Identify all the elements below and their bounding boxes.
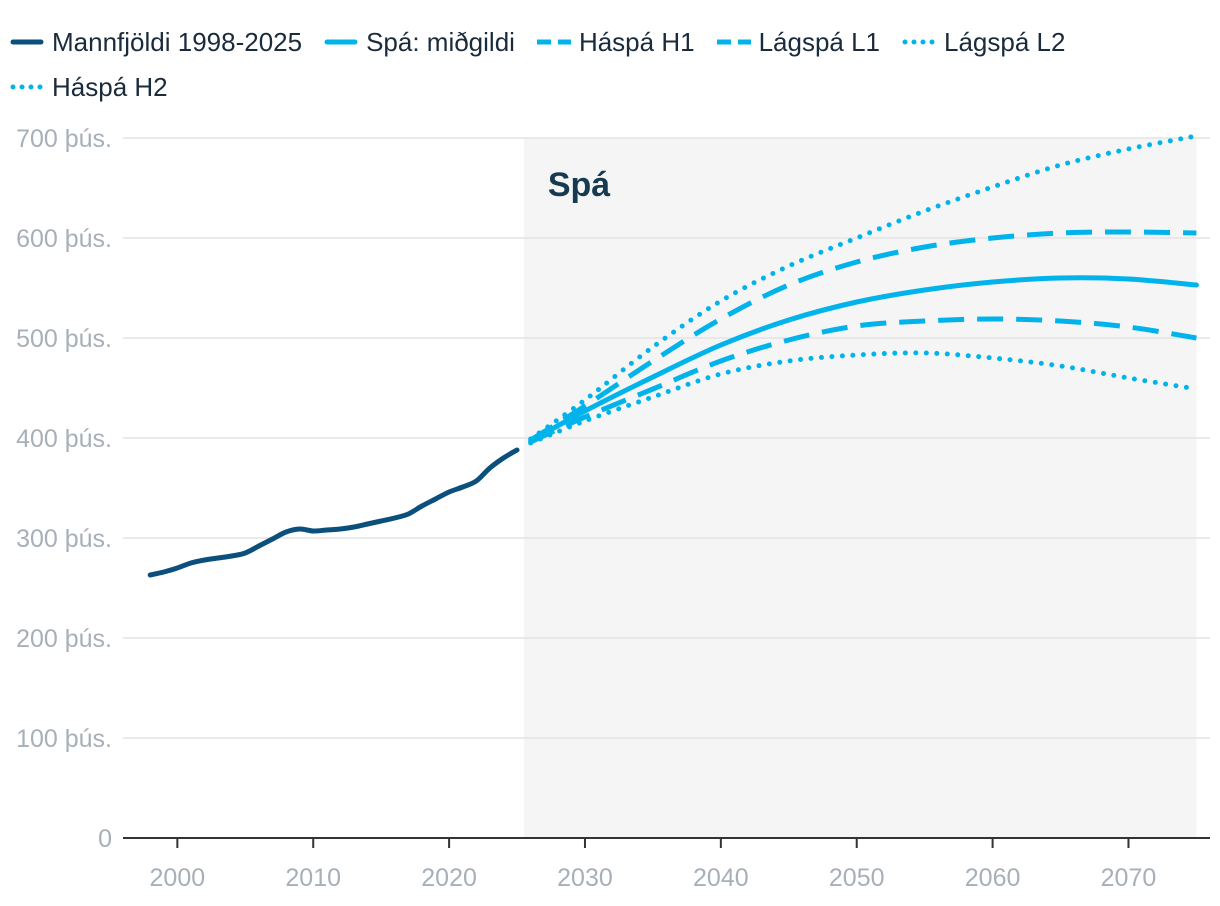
axes: 0 100 þús. 200 þús. 300 þús. 400 þús. 500 þús… [16, 125, 1210, 892]
series-line-1 [528, 275, 1199, 444]
forecast-region-group: Spá [523, 138, 1197, 838]
legend-item: Lágspá L2 [902, 21, 1065, 63]
series-lines [147, 133, 1199, 578]
x-tick-label: 2060 [965, 864, 1021, 892]
gridlines [123, 137, 1210, 739]
legend-label: Háspá H1 [578, 27, 695, 57]
legend-item: Háspá H2 [10, 66, 168, 108]
legend-label: Lágspá L2 [944, 27, 1066, 57]
legend-item: Mannfjöldi 1998-2025 [10, 21, 302, 63]
legend-label: Spá: miðgildi [366, 27, 515, 57]
y-tick-label: 0 [98, 825, 112, 853]
legend-item: Háspá H1 [536, 21, 695, 63]
legend-label: Lágspá L1 [758, 27, 881, 57]
legend-swatch [536, 39, 571, 45]
series-line-5 [528, 133, 1199, 442]
y-tick-label: 200 þús. [16, 625, 112, 653]
legend-swatch [324, 39, 358, 45]
legend-label: Háspá H2 [52, 72, 168, 102]
x-tick-label: 2000 [150, 864, 206, 892]
y-tick-label: 500 þús. [16, 325, 112, 353]
x-tick-label: 2020 [421, 864, 477, 892]
x-tick-label: 2010 [285, 864, 341, 892]
series-line-2 [529, 229, 1197, 443]
x-tick-label: 2070 [1101, 864, 1157, 892]
y-tick-label: 100 þús. [16, 725, 112, 753]
y-tick-label: 600 þús. [16, 225, 112, 253]
series-line-3 [529, 316, 1197, 445]
legend-item: Spá: miðgildi [324, 21, 515, 63]
legend-swatch [716, 39, 751, 45]
x-tick-label: 2050 [829, 864, 885, 892]
y-tick-label: 700 þús. [16, 125, 112, 153]
forecast-region [523, 138, 1197, 838]
y-tick-label: 300 þús. [16, 525, 112, 553]
x-tick-label: 2040 [693, 864, 749, 892]
series-line-0 [147, 447, 520, 578]
legend-item: Lágspá L1 [716, 21, 881, 63]
series-line-4 [528, 350, 1199, 446]
y-tick-label: 400 þús. [16, 425, 112, 453]
chart-legend: Mannfjöldi 1998-2025 Spá: miðgildi Háspá H… [10, 18, 1215, 108]
x-tick-label: 2030 [557, 864, 613, 892]
legend-swatch [10, 39, 44, 45]
forecast-region-label: Spá [548, 166, 610, 204]
legend-label: Mannfjöldi 1998-2025 [52, 27, 303, 57]
